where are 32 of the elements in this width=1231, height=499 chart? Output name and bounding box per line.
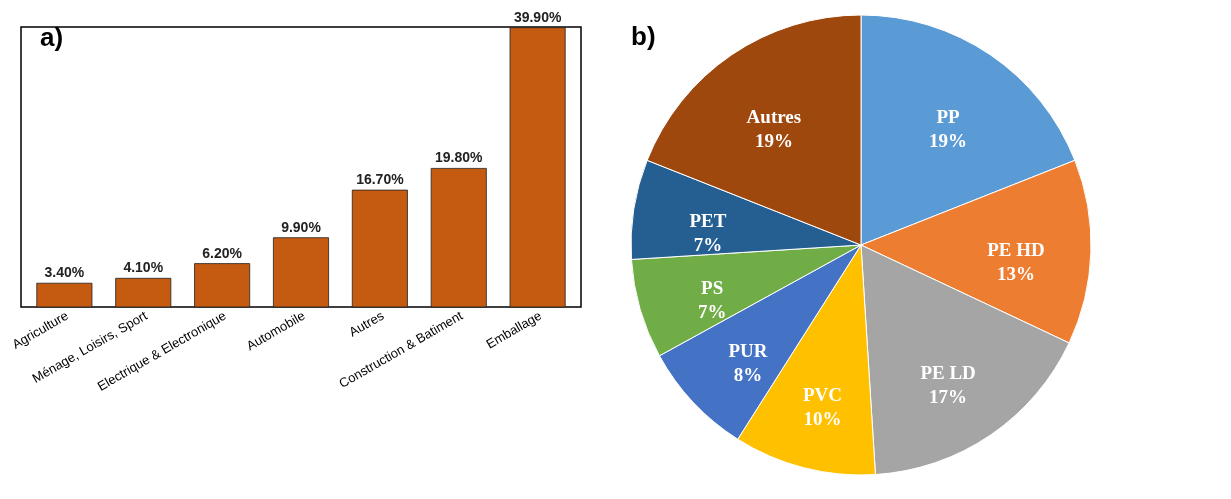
bar xyxy=(351,189,408,308)
data-label: 39.90% xyxy=(513,8,562,25)
data-label: 9.90% xyxy=(281,218,322,235)
bar xyxy=(194,263,251,308)
data-label: 17% xyxy=(929,386,968,408)
chart-title: a) xyxy=(40,21,64,52)
bar xyxy=(36,282,93,308)
data-label: 16.70% xyxy=(356,171,405,188)
data-label: 13% xyxy=(996,262,1035,284)
data-label: 8% xyxy=(733,364,763,386)
data-label: 10% xyxy=(803,408,842,430)
slice-label: PVC xyxy=(802,384,842,406)
data-label: 7% xyxy=(693,233,723,255)
data-label: 19.80% xyxy=(435,149,484,166)
bar xyxy=(272,237,330,308)
data-label: 7% xyxy=(697,301,727,323)
data-label: 19% xyxy=(929,129,968,151)
data-label: 3.40% xyxy=(44,264,85,281)
data-label: 4.10% xyxy=(123,259,164,276)
slice-label: PET xyxy=(689,209,727,231)
bar xyxy=(115,277,172,308)
slice-label: PUR xyxy=(728,340,768,362)
chart-title: b) xyxy=(631,21,656,51)
slice-label: PE LD xyxy=(920,362,976,384)
slice-label: PS xyxy=(701,277,724,299)
slice-label: Autres xyxy=(746,105,802,127)
data-label: 19% xyxy=(754,129,793,151)
bar xyxy=(430,168,487,308)
bar xyxy=(509,27,566,308)
data-label: 6.20% xyxy=(202,244,243,261)
slice-label: PE HD xyxy=(987,238,1045,260)
slice-label: PP xyxy=(936,105,961,127)
